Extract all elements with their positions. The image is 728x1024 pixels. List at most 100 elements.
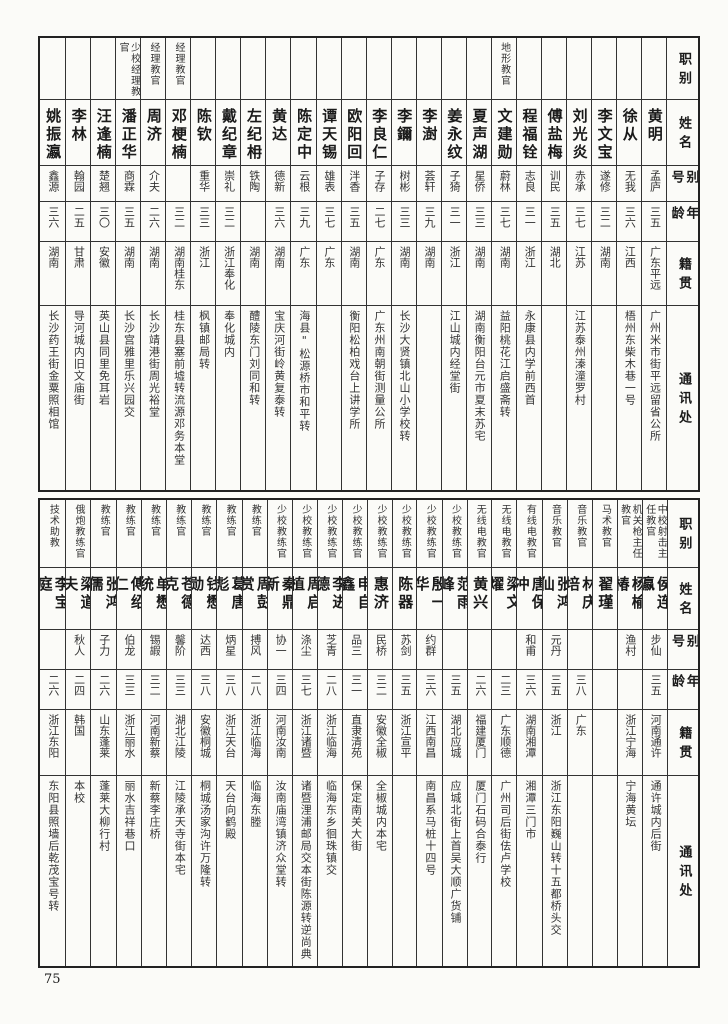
name-cell: 欧阳回 bbox=[345, 108, 364, 162]
alias-cell: 荟轩 bbox=[423, 170, 437, 192]
alias-cell: 翰园 bbox=[72, 170, 86, 192]
address-cell: 临海东乡徊珠镇交 bbox=[324, 780, 338, 876]
address-cell: 湖南衡阳台元市夏末苏宅 bbox=[473, 310, 487, 442]
age-cell: 三三 bbox=[173, 674, 187, 696]
name-cell: 谭天锡 bbox=[320, 108, 339, 162]
role-cell: 经理教官 bbox=[147, 42, 159, 86]
role-cell: 中校射击主任教官 bbox=[643, 504, 667, 559]
origin-cell: 浙江 bbox=[523, 246, 537, 268]
alias-cell: 志良 bbox=[523, 170, 537, 192]
address-cell: 桂东县塞前墟转流源邓务本堂 bbox=[172, 310, 186, 466]
name-cell: 翟瑾 bbox=[596, 576, 615, 612]
table-row: 少校经理教官 潘正华 商霖 三五 湖南 长沙宫雅里乐兴园交 bbox=[115, 38, 141, 490]
origin-cell: 浙江宣平 bbox=[399, 714, 412, 758]
alias-cell: 协一 bbox=[274, 634, 288, 656]
address-cell: 广州司后街佉卢学校 bbox=[498, 780, 512, 888]
name-cell: 殷一华 bbox=[417, 576, 442, 612]
table-row: 程福铨 志良 三一 浙江 永康县内学前西首 bbox=[515, 38, 541, 490]
age-cell: 三六 bbox=[46, 206, 60, 228]
age-cell: 三九 bbox=[423, 206, 437, 228]
header-alias: 别号 bbox=[668, 170, 698, 189]
address-cell: 长沙靖港街周光裕堂 bbox=[147, 310, 161, 418]
address-cell: 枫镇邮局转 bbox=[197, 310, 211, 370]
name-cell: 唐保冲 bbox=[517, 576, 542, 612]
table-row: 李文宝 遂修 三二 湖南 bbox=[591, 38, 617, 490]
name-cell: 梁文燿 bbox=[492, 576, 517, 612]
table-row: 技术助教 李宝庭 二六 浙江东阳 东阳县照墙后乾茂宝号转 bbox=[40, 500, 66, 966]
name-cell: 周济 bbox=[144, 108, 163, 144]
table-row: 黄明 孟庐 三五 广东平远 广州米市街平远留省公所 bbox=[641, 38, 667, 490]
alias-cell: 无我 bbox=[623, 170, 637, 192]
role-cell: 地形教官 bbox=[498, 42, 510, 86]
name-cell: 周彭赏 bbox=[242, 576, 267, 612]
age-cell: 三八 bbox=[574, 674, 588, 696]
alias-cell: 品三 bbox=[349, 634, 363, 656]
table-row: 教练官 周彭赏 搏风 二八 浙江临海 临海东塍 bbox=[241, 500, 267, 966]
origin-cell: 江西南昌 bbox=[423, 714, 437, 758]
alias-cell: 芝青 bbox=[324, 634, 338, 656]
origin-cell: 浙江天台 bbox=[223, 714, 237, 758]
address-cell: 衡阳松柏戏台上讲学所 bbox=[347, 310, 361, 430]
address-cell: 长沙宫雅里乐兴园交 bbox=[122, 310, 136, 418]
table-row: 傅盐梅 训民 三五 湖北 bbox=[540, 38, 566, 490]
address-cell: 保定南关大街 bbox=[349, 780, 363, 852]
alias-cell: 遂修 bbox=[598, 170, 612, 192]
role-cell: 少校教练官 bbox=[350, 504, 362, 559]
header-age: 年龄 bbox=[668, 206, 698, 225]
role-cell: 少校教练官 bbox=[424, 504, 436, 559]
origin-cell: 浙江东阳 bbox=[46, 714, 60, 758]
table-row: 无线电教官 黄兴 二六 福建厦门 厦门石码合泰行 bbox=[466, 500, 492, 966]
address-cell: 湘潭三门市 bbox=[523, 780, 537, 840]
origin-cell: 湖南 bbox=[272, 246, 286, 268]
alias-cell: 训民 bbox=[548, 170, 562, 192]
header-role: 职别 bbox=[676, 516, 692, 555]
name-cell: 张鸿儒 bbox=[91, 576, 116, 612]
name-cell: 范雨峰 bbox=[442, 576, 467, 612]
origin-cell: 韩国 bbox=[72, 714, 86, 736]
origin-cell: 江西 bbox=[623, 246, 637, 268]
name-cell: 邓梗楠 bbox=[169, 108, 188, 162]
table-row: 俄炮教练官 梁道夫 秋人 二四 韩国 本校 bbox=[65, 500, 91, 966]
name-cell: 傅绍仁 bbox=[116, 576, 141, 612]
table-row: 姚振瀛 鑫源 三六 湖南 长沙药王街金粟照相馆 bbox=[40, 38, 66, 490]
name-cell: 李宝庭 bbox=[40, 576, 66, 612]
alias-cell: 达西 bbox=[198, 634, 212, 656]
alias-cell: 渔村 bbox=[623, 634, 637, 656]
table-row: 机关枪主任教官 杨榆椿 渔村 浙江宁海 宁海黄坛 bbox=[616, 500, 642, 966]
age-cell: 二六 bbox=[473, 674, 487, 696]
header-column: 职别 姓名 别号 年龄 籍贯 通讯处 bbox=[666, 38, 698, 490]
table-row: 经理教官 周济 介夫 二六 湖南 长沙靖港街周光裕堂 bbox=[140, 38, 166, 490]
role-cell: 少校教练官 bbox=[449, 504, 461, 559]
alias-cell: 雄表 bbox=[322, 170, 336, 192]
role-cell: 无线电教官 bbox=[474, 504, 486, 559]
table-row: 地形教官 文建勋 蔚林 三七 湖南 益阳桃花江启盛斋转 bbox=[490, 38, 516, 490]
age-cell: 三三 bbox=[398, 206, 411, 228]
alias-cell: 铁陶 bbox=[247, 170, 261, 192]
page-number: 75 bbox=[44, 972, 61, 987]
role-cell: 教练官 bbox=[224, 504, 236, 537]
alias-cell: 子存 bbox=[372, 170, 386, 192]
header-address: 通讯处 bbox=[676, 371, 692, 429]
header-name: 姓名 bbox=[676, 115, 692, 154]
origin-cell: 浙江诸暨 bbox=[299, 714, 313, 758]
address-cell: 蓬莱大柳行村 bbox=[97, 780, 111, 852]
origin-cell: 山东蓬莱 bbox=[97, 714, 111, 758]
age-cell: 二八 bbox=[248, 674, 262, 696]
table-row: 少校教练官 秦鼎新 协一 三四 河南汝南 汝南庙湾镇济众堂转 bbox=[266, 500, 292, 966]
table-row: 欧阳回 泮香 三五 湖南 衡阳松柏戏台上讲学所 bbox=[340, 38, 366, 490]
age-cell: 三二 bbox=[172, 206, 186, 228]
header-role: 职别 bbox=[676, 51, 692, 90]
age-cell: 三五 bbox=[549, 674, 563, 696]
origin-cell: 浙江宁海 bbox=[623, 714, 637, 758]
table-row: 教练官 葛唐彪 炳星 三八 浙江天台 天台向鹤殿 bbox=[216, 500, 242, 966]
name-cell: 杨榆椿 bbox=[617, 576, 642, 612]
name-cell: 姜永纹 bbox=[445, 108, 464, 162]
address-cell: 宝庆河街岭黄复泰转 bbox=[272, 310, 286, 418]
table-row: 李良仁 子存 二七 广东 广东州南朝街测量公所 bbox=[365, 38, 391, 490]
name-cell: 张鸿仙 bbox=[542, 576, 567, 612]
name-cell: 潘正华 bbox=[119, 108, 138, 162]
alias-cell: 树彬 bbox=[398, 170, 411, 192]
age-cell: 三三 bbox=[473, 206, 487, 228]
origin-cell: 安徽桐城 bbox=[198, 714, 212, 758]
address-cell: 应城北街上首吴大顺广货铺 bbox=[449, 780, 463, 924]
